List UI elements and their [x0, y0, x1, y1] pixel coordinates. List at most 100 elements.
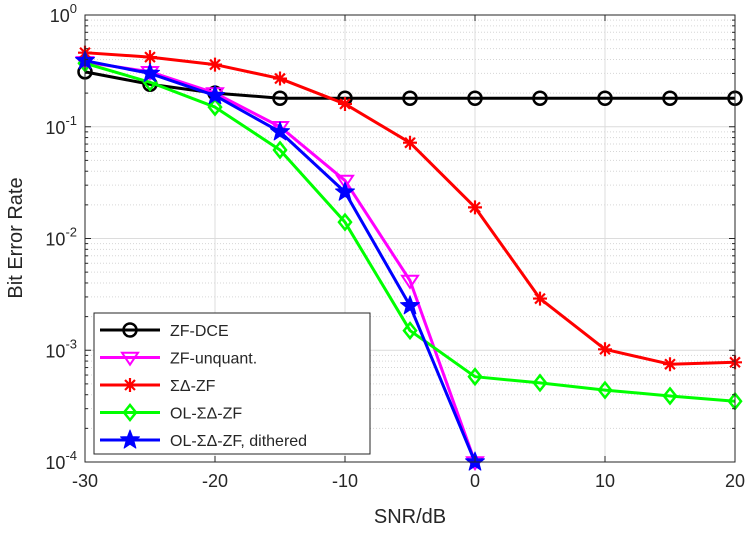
legend-item: ZF-unquant. — [100, 351, 257, 368]
data-point — [662, 386, 678, 406]
legend-marker — [120, 351, 140, 367]
legend-label: ZF-DCE — [170, 323, 229, 340]
x-tick-labels: -30 -20 -10 0 10 20 — [72, 471, 745, 491]
data-point — [532, 90, 548, 106]
marker-shape — [143, 50, 157, 65]
data-point — [402, 321, 418, 341]
marker-shape — [662, 386, 678, 406]
data-point — [597, 380, 613, 400]
marker-shape — [273, 71, 287, 86]
data-point — [272, 90, 288, 106]
marker-shape — [139, 62, 161, 83]
data-point — [400, 274, 420, 290]
y-tick-label: 10-2 — [45, 225, 77, 250]
y-tick-label: 100 — [50, 1, 77, 26]
x-tick-label: -20 — [202, 471, 228, 491]
data-point — [662, 90, 678, 106]
data-point — [143, 50, 157, 65]
marker-shape — [400, 274, 420, 290]
data-point — [204, 85, 226, 105]
y-axis-label: Bit Error Rate — [5, 177, 27, 298]
legend: ZF-DCE ZF-unquant. ΣΔ-ZF OL-ΣΔ-ZF OL-ΣΔ-ZF, … — [93, 312, 371, 455]
x-tick-label: -30 — [72, 471, 98, 491]
marker-shape — [467, 90, 483, 106]
legend-item: OL-ΣΔ-ZF — [100, 402, 242, 423]
data-point — [402, 90, 418, 106]
legend-marker — [122, 322, 138, 338]
data-point — [533, 291, 547, 306]
data-point — [334, 181, 356, 201]
data-point — [468, 200, 482, 215]
marker-shape — [662, 90, 678, 106]
legend-label: OL-ΣΔ-ZF — [170, 406, 242, 423]
legend-label: ZF-unquant. — [170, 351, 257, 368]
data-point — [208, 57, 222, 72]
x-axis-label: SNR/dB — [374, 506, 446, 528]
marker-shape — [338, 96, 352, 111]
legend-items: ZF-DCE ZF-unquant. ΣΔ-ZF OL-ΣΔ-ZF OL-ΣΔ-ZF, … — [100, 322, 307, 450]
x-tick-label: 20 — [725, 471, 745, 491]
y-tick-label: 10-1 — [45, 113, 77, 138]
marker-shape — [597, 90, 613, 106]
series-line — [84, 61, 736, 403]
data-point — [269, 121, 291, 141]
marker-shape — [335, 174, 355, 190]
marker-shape — [207, 97, 223, 117]
series-line — [84, 70, 735, 100]
data-point — [598, 342, 612, 357]
legend-label: ΣΔ-ZF — [170, 378, 216, 395]
legend-item: ZF-DCE — [100, 322, 229, 340]
marker-shape — [663, 357, 677, 372]
marker-shape — [402, 321, 418, 341]
marker-shape — [272, 90, 288, 106]
axis-ticks — [84, 14, 736, 463]
y-tick-label: 10-3 — [45, 336, 77, 361]
data-point — [273, 71, 287, 86]
marker-shape — [272, 140, 288, 160]
data-point — [399, 295, 421, 315]
legend-marker — [123, 378, 137, 392]
y-tick-labels: 100 10-1 10-2 10-3 10-4 — [45, 1, 77, 473]
x-tick-label: 0 — [470, 471, 480, 491]
marker-shape — [467, 367, 483, 387]
marker-shape — [598, 342, 612, 357]
marker-shape — [334, 181, 356, 201]
data-point — [207, 97, 223, 117]
marker-shape — [403, 135, 417, 150]
x-tick-label: 10 — [595, 471, 615, 491]
data-point — [532, 373, 548, 393]
legend-marker — [119, 429, 141, 449]
marker-shape — [532, 90, 548, 106]
marker-shape — [402, 90, 418, 106]
y-tick-label: 10-4 — [45, 448, 77, 473]
data-point — [335, 174, 355, 190]
data-point — [338, 96, 352, 111]
marker-shape — [399, 295, 421, 315]
marker-shape — [208, 57, 222, 72]
legend-item: OL-ΣΔ-ZF, dithered — [100, 429, 307, 450]
data-point — [467, 90, 483, 106]
marker-shape — [532, 373, 548, 393]
legend-label: OL-ΣΔ-ZF, dithered — [170, 433, 307, 450]
marker-shape — [120, 351, 140, 367]
marker-shape — [533, 291, 547, 306]
data-point — [663, 357, 677, 372]
marker-shape — [337, 212, 353, 232]
marker-shape — [122, 402, 138, 423]
data-point — [272, 140, 288, 160]
marker-shape — [204, 85, 226, 105]
marker-shape — [597, 380, 613, 400]
data-point — [139, 62, 161, 83]
legend-marker — [122, 402, 138, 423]
marker-shape — [119, 429, 141, 449]
x-tick-label: -10 — [332, 471, 358, 491]
legend-item: ΣΔ-ZF — [100, 378, 216, 395]
data-point — [403, 135, 417, 150]
marker-shape — [468, 200, 482, 215]
data-point — [467, 367, 483, 387]
data-point — [337, 212, 353, 232]
marker-shape — [269, 121, 291, 141]
marker-shape — [122, 322, 138, 338]
marker-shape — [123, 378, 137, 392]
